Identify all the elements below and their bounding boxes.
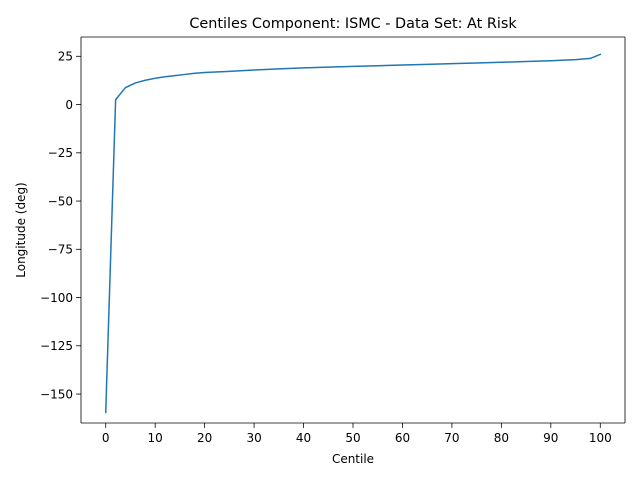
x-tick-label: 30 xyxy=(246,431,261,445)
y-tick-label: −25 xyxy=(48,146,73,160)
chart-title: Centiles Component: ISMC - Data Set: At … xyxy=(189,16,517,32)
series-line xyxy=(104,53,602,414)
x-axis-title: Centile xyxy=(332,452,374,466)
y-tick-label: 25 xyxy=(58,50,73,64)
y-tick-label: −125 xyxy=(40,339,73,353)
x-tick-label: 90 xyxy=(543,431,558,445)
x-tick-label: 0 xyxy=(102,431,110,445)
y-tick-label: −75 xyxy=(48,243,73,257)
x-tick-label: 10 xyxy=(148,431,163,445)
y-tick-label: 0 xyxy=(65,98,73,112)
y-tick-label: −150 xyxy=(40,387,73,401)
plot-area: 0 10 20 30 40 50 60 70 80 90 100 −150 −125 −100 −75 −50… xyxy=(40,36,626,445)
y-axis-title: Longitude (deg) xyxy=(14,182,28,277)
x-tick-label: 100 xyxy=(589,431,612,445)
x-tick-label: 20 xyxy=(197,431,212,445)
x-tick-label: 40 xyxy=(296,431,311,445)
x-tick-label: 50 xyxy=(345,431,360,445)
x-tick-label: 70 xyxy=(444,431,459,445)
x-tick-label: 60 xyxy=(395,431,410,445)
y-tick-label: −100 xyxy=(40,291,73,305)
y-tick-label: −50 xyxy=(48,194,73,208)
x-tick-label: 80 xyxy=(494,431,509,445)
